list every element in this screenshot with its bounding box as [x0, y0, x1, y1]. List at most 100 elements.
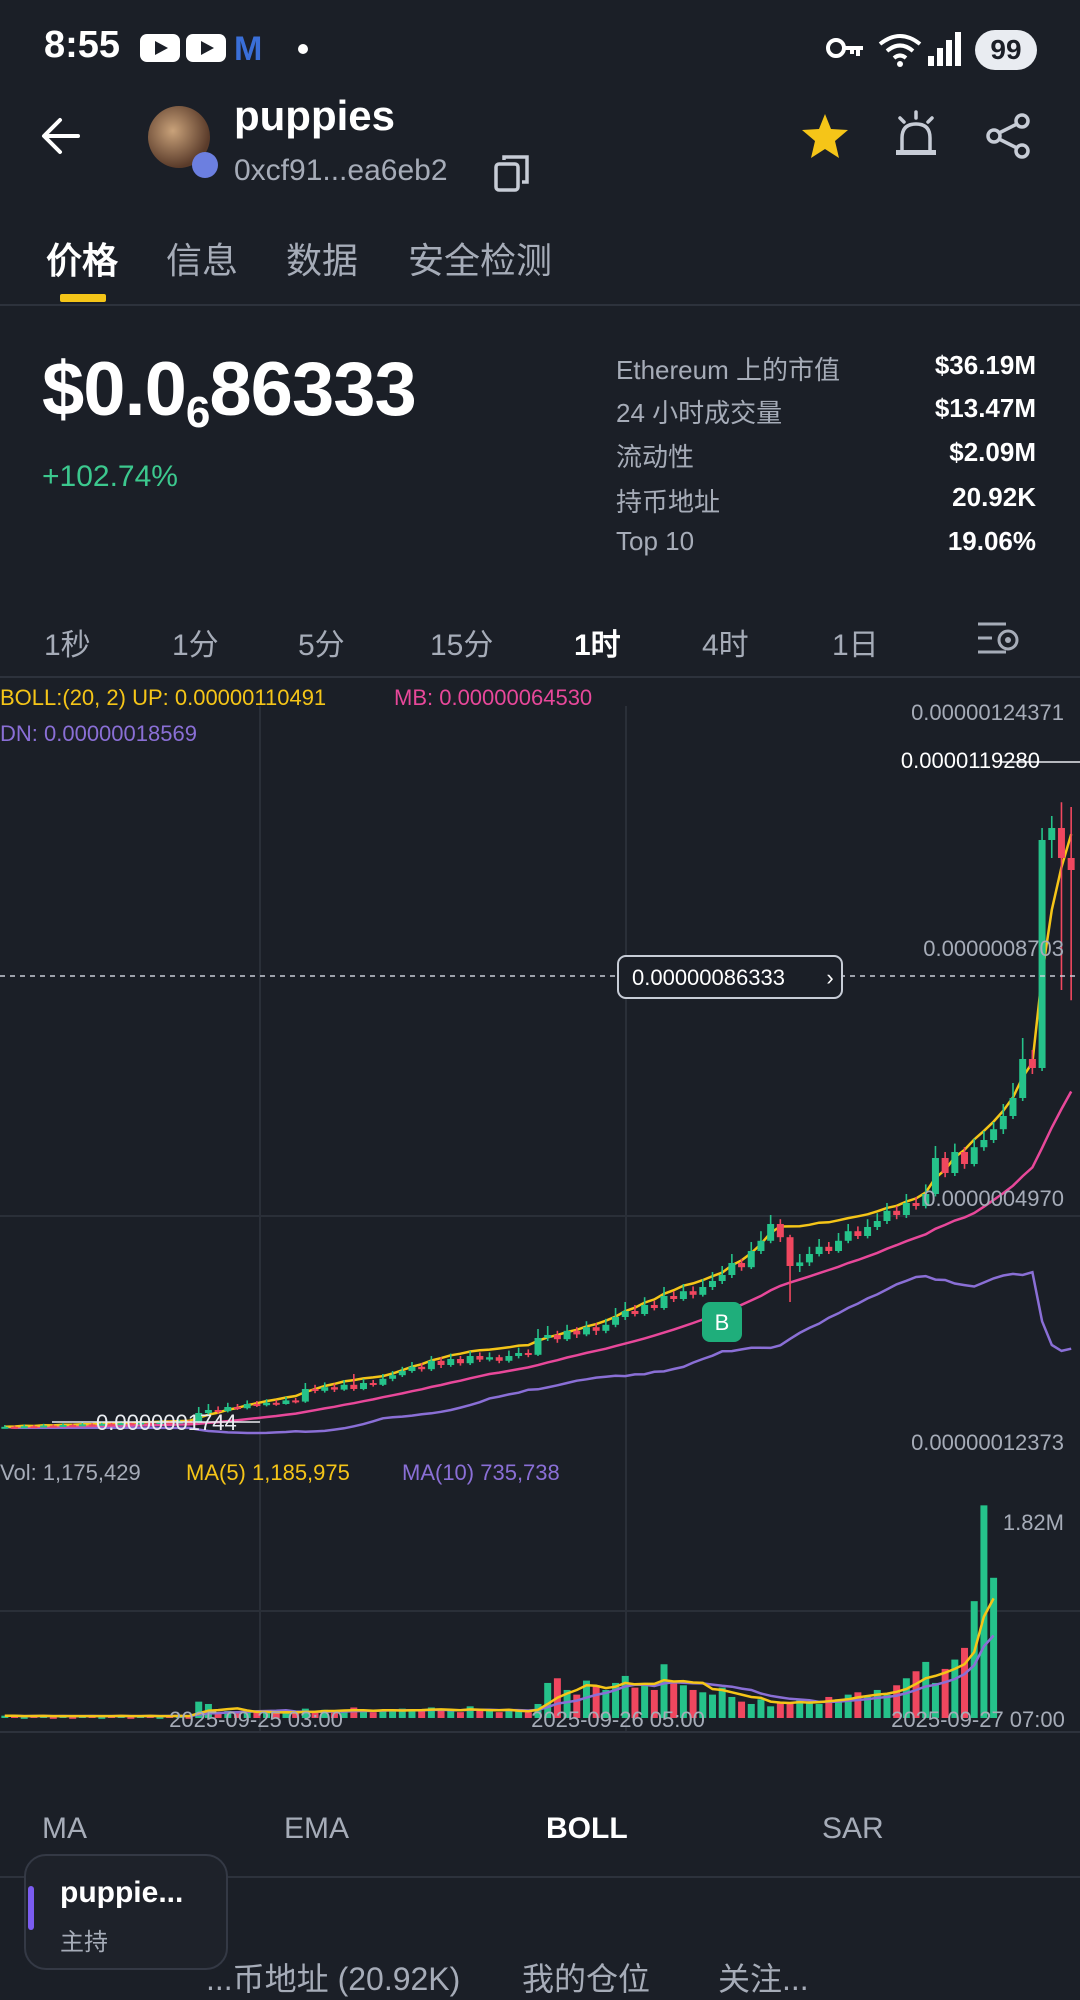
volume-bar [20, 1716, 28, 1719]
candle [670, 1296, 678, 1299]
volume-bar [912, 1671, 920, 1718]
candle [728, 1263, 736, 1275]
volume-bar [873, 1689, 881, 1718]
candle [922, 1194, 930, 1206]
chart-settings-icon[interactable] [976, 618, 1022, 658]
candle [234, 1407, 241, 1409]
tab-data[interactable]: 数据 [286, 240, 359, 281]
tab-info[interactable]: 信息 [166, 240, 239, 281]
volume-bar [650, 1689, 658, 1718]
candle [204, 1410, 212, 1413]
candlestick-chart[interactable]: BOLL:(20, 2) UP: 0.00000110491 MB: 0.0000… [0, 676, 1080, 1750]
star-favorite-icon[interactable] [800, 112, 850, 160]
current-price-label: 0.00000086333 [632, 965, 785, 990]
candle [59, 1425, 67, 1427]
candle [854, 1231, 862, 1236]
boll-legend-up: BOLL:(20, 2) UP: 0.00000110491 [0, 685, 326, 710]
follow-tab[interactable]: 关注... [718, 1961, 809, 1997]
indicator-tab-ma[interactable]: MA [42, 1812, 87, 1845]
candle [883, 1210, 891, 1221]
time-axis-label: 2025-09-25 03:00 [169, 1707, 343, 1732]
candle [602, 1324, 610, 1331]
candle [612, 1317, 620, 1325]
stat-label-market-cap: Ethereum 上的市值 [616, 355, 840, 385]
volume-legend-ma5: MA(5) 1,185,975 [186, 1460, 350, 1485]
my-position-tab[interactable]: 我的仓位 [522, 1961, 651, 1997]
volume-bar [699, 1692, 707, 1718]
candle [1009, 1098, 1017, 1116]
volume-bar [931, 1682, 939, 1718]
volume-bar [631, 1687, 639, 1718]
stat-label-top10: Top 10 [616, 526, 695, 556]
candle [650, 1305, 658, 1308]
volume-bar [786, 1703, 794, 1718]
volume-bar [738, 1701, 746, 1718]
candle [990, 1129, 998, 1140]
metamask-icon: M [234, 30, 263, 68]
volume-bar [185, 1716, 193, 1719]
candle [776, 1224, 784, 1238]
volume-bar [990, 1577, 998, 1718]
volume-bar [350, 1707, 358, 1718]
current-price-box [617, 955, 843, 999]
tab-price[interactable]: 价格 [46, 240, 119, 281]
copy-icon[interactable] [494, 154, 530, 192]
interval-4h[interactable]: 4时 [702, 629, 749, 662]
volume-bar [360, 1710, 368, 1718]
volume-bar [224, 1710, 232, 1718]
candle [582, 1327, 590, 1335]
volume-bar [718, 1687, 726, 1718]
volume-bar [544, 1682, 552, 1718]
candle [437, 1360, 445, 1365]
stat-value-volume: $13.47M [934, 393, 1036, 423]
candle [641, 1305, 649, 1314]
tab-security-check[interactable]: 安全检测 [408, 240, 553, 281]
candle [1048, 828, 1056, 840]
stat-value-top10: 19.06% [947, 526, 1036, 556]
interval-5m[interactable]: 5分 [298, 629, 345, 662]
candle [340, 1384, 348, 1390]
active-tab-indicator [60, 294, 106, 302]
volume-bar [301, 1708, 309, 1718]
candle [592, 1327, 600, 1331]
volume-bar [970, 1601, 978, 1718]
volume-bar [582, 1680, 590, 1718]
volume-bar [214, 1712, 222, 1718]
candle [49, 1425, 57, 1428]
indicator-tab-sar[interactable]: SAR [822, 1812, 884, 1845]
volume-bar [689, 1689, 697, 1718]
volume-bar [156, 1716, 164, 1719]
price-alert-icon[interactable] [892, 110, 940, 162]
interval-15m[interactable]: 15分 [430, 629, 494, 662]
interval-1m[interactable]: 1分 [172, 629, 219, 662]
volume-bar [747, 1703, 755, 1718]
candle [253, 1404, 261, 1406]
interval-1h[interactable]: 1时 [574, 629, 621, 662]
volume-bar [330, 1712, 338, 1718]
indicator-tab-ema[interactable]: EMA [284, 1812, 350, 1845]
candle [350, 1384, 358, 1389]
candle [524, 1353, 532, 1355]
share-icon[interactable] [984, 112, 1032, 160]
indicator-tab-boll[interactable]: BOLL [546, 1812, 628, 1845]
candle [873, 1221, 881, 1227]
holders-tab[interactable]: ...币地址 (20.92K) [206, 1961, 461, 1997]
volume-bar [282, 1712, 290, 1718]
candle [321, 1387, 329, 1391]
candle [747, 1251, 755, 1268]
volume-bar [369, 1712, 377, 1718]
candle [1067, 858, 1075, 870]
interval-1s[interactable]: 1秒 [44, 629, 91, 662]
candle [941, 1158, 949, 1173]
candle [224, 1407, 232, 1412]
candle [757, 1240, 765, 1251]
live-host-chip[interactable] [24, 1854, 228, 1970]
candle [563, 1330, 571, 1340]
volume-bar [573, 1694, 581, 1718]
back-arrow-icon[interactable] [38, 112, 86, 160]
candle [427, 1360, 435, 1370]
volume-bar [951, 1659, 959, 1718]
candle [544, 1335, 552, 1338]
candle [835, 1240, 842, 1251]
interval-1d[interactable]: 1日 [832, 629, 879, 662]
